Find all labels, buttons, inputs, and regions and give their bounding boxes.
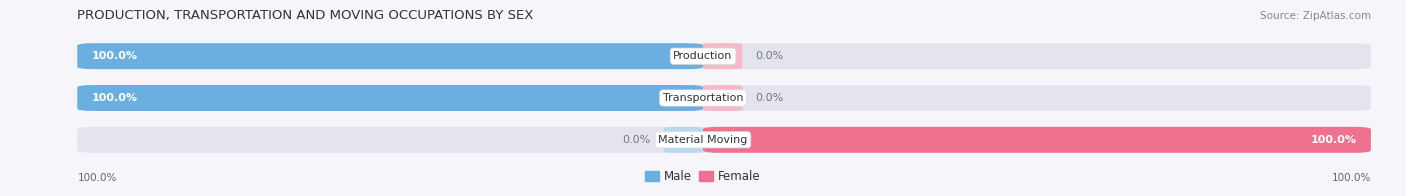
FancyBboxPatch shape	[77, 43, 1371, 69]
Text: PRODUCTION, TRANSPORTATION AND MOVING OCCUPATIONS BY SEX: PRODUCTION, TRANSPORTATION AND MOVING OC…	[77, 9, 534, 22]
Text: Material Moving: Material Moving	[658, 135, 748, 145]
Text: 100.0%: 100.0%	[77, 173, 117, 183]
Text: 100.0%: 100.0%	[1331, 173, 1371, 183]
FancyBboxPatch shape	[664, 127, 703, 153]
Text: 100.0%: 100.0%	[1310, 135, 1357, 145]
Text: 0.0%: 0.0%	[755, 51, 783, 61]
FancyBboxPatch shape	[703, 43, 742, 69]
Text: 0.0%: 0.0%	[755, 93, 783, 103]
Text: 0.0%: 0.0%	[623, 135, 651, 145]
Text: 100.0%: 100.0%	[91, 51, 138, 61]
Text: 100.0%: 100.0%	[91, 93, 138, 103]
FancyBboxPatch shape	[703, 127, 1371, 153]
Text: Production: Production	[673, 51, 733, 61]
FancyBboxPatch shape	[77, 43, 703, 69]
Text: Transportation: Transportation	[662, 93, 744, 103]
FancyBboxPatch shape	[77, 85, 1371, 111]
Text: Source: ZipAtlas.com: Source: ZipAtlas.com	[1260, 11, 1371, 21]
FancyBboxPatch shape	[703, 85, 742, 111]
Legend: Male, Female: Male, Female	[641, 166, 765, 188]
FancyBboxPatch shape	[77, 127, 1371, 153]
FancyBboxPatch shape	[77, 85, 703, 111]
